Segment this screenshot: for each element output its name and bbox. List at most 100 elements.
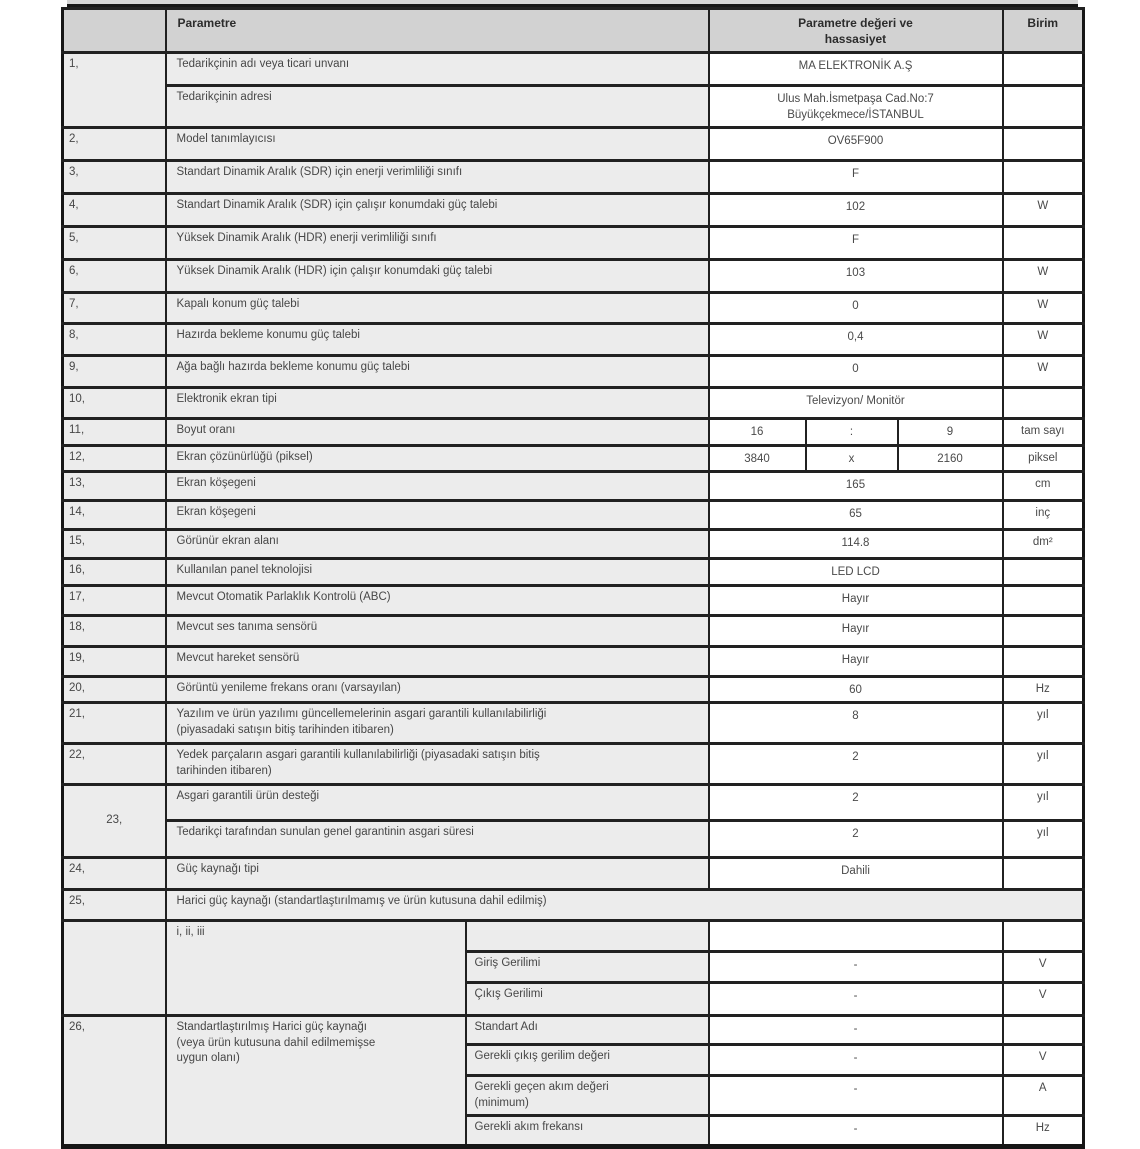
value-separator: :: [804, 417, 899, 447]
parameter-label: Ekran köşegeni: [164, 470, 710, 503]
parameter-value: F: [707, 159, 1004, 196]
table-row: 24, Güç kaynağı tipi Dahili: [61, 856, 1085, 892]
unit-cell: [1001, 919, 1085, 954]
value-part-1: 3840: [707, 443, 807, 474]
table-row: 16, Kullanılan panel teknolojisi LED LCD: [61, 557, 1085, 587]
parameter-value: 2: [707, 783, 1004, 823]
table-row: Tedarikçi tarafından sunulan genel garan…: [63, 819, 1085, 860]
row-number: 24,: [61, 856, 167, 892]
parameter-label: Standartlaştırılmış Harici güç kaynağı (…: [164, 1014, 467, 1149]
row-number: 14,: [61, 499, 167, 532]
table-row: 21, Yazılım ve ürün yazılımı güncellemel…: [61, 701, 1085, 746]
table-row-external-psu: 25, Harici güç kaynağı (standartlaştırıl…: [61, 888, 1085, 923]
parameter-value: F: [707, 225, 1004, 262]
parameter-label: Mevcut hareket sensörü: [164, 644, 710, 678]
unit-cell: yıl: [1001, 819, 1085, 860]
parameter-value: 8: [707, 701, 1004, 746]
row-number: 21,: [61, 701, 167, 746]
parameter-label: Ekran çözünürlüğü (piksel): [164, 443, 710, 474]
row-number: 15,: [61, 528, 167, 561]
parameter-value: 114.8: [707, 528, 1004, 561]
parameter-value: Ulus Mah.İsmetpaşa Cad.No:7 Büyükçekmece…: [707, 83, 1004, 130]
header-value-text: Parametre değeri ve hassasiyet: [798, 16, 913, 47]
row-number: 10,: [61, 386, 167, 421]
unit-cell: [1001, 159, 1085, 196]
parameter-value: Dahili: [707, 856, 1004, 892]
unit-cell: yıl: [1001, 783, 1085, 823]
parameter-label: Tedarikçinin adı veya ticari unvanı: [164, 51, 710, 87]
table-row: Tedarikçinin adresi Ulus Mah.İsmetpaşa C…: [63, 83, 1085, 130]
parameter-label: Ekran köşegeni: [164, 499, 710, 532]
parameter-label: Kullanılan panel teknolojisi: [164, 557, 710, 587]
table-row: 6, Yüksek Dinamik Aralık (HDR) için çalı…: [61, 258, 1085, 295]
table-row: 17, Mevcut Otomatik Parlaklık Kontrolü (…: [61, 583, 1085, 617]
parameter-label: Model tanımlayıcısı: [164, 126, 710, 163]
header-birim: Birim: [1001, 7, 1085, 54]
parameter-value: OV65F900: [707, 126, 1004, 163]
unit-cell: [1001, 83, 1085, 130]
sub-parameter-label: Çıkış Gerilimi: [464, 981, 710, 1018]
parameter-label: Mevcut ses tanıma sensörü: [164, 613, 710, 648]
value-part-1: 16: [707, 417, 807, 447]
parameter-label: Harici güç kaynağı (standartlaştırılmamı…: [164, 888, 1085, 923]
product-fiche-table: Parametre Parametre değeri ve hassasiyet…: [61, 7, 1086, 1149]
parameter-label: Tedarikçinin adresi: [164, 83, 710, 130]
table-row: 19, Mevcut hareket sensörü Hayır: [61, 644, 1085, 678]
row-number: 3,: [61, 159, 167, 196]
parameter-value: 0,4: [707, 322, 1004, 358]
parameter-value: [707, 919, 1004, 954]
parameter-value: -: [707, 981, 1004, 1018]
sub-parameter-label: Giriş Gerilimi: [464, 950, 710, 985]
parameter-label: Mevcut Otomatik Parlaklık Kontrolü (ABC): [164, 583, 710, 617]
unit-cell: V: [1001, 1043, 1085, 1078]
parameter-label: Tedarikçi tarafından sunulan genel garan…: [164, 819, 710, 860]
parameter-value: 102: [707, 192, 1004, 229]
unit-cell: [1001, 613, 1085, 648]
table-row: 4, Standart Dinamik Aralık (SDR) için ça…: [61, 192, 1085, 229]
unit-cell: [1001, 225, 1085, 262]
row-number: 5,: [61, 225, 167, 262]
parameter-value: Hayır: [707, 644, 1004, 678]
header-empty-cell: [61, 7, 167, 54]
unit-cell: yıl: [1001, 742, 1085, 787]
unit-cell: W: [1001, 322, 1085, 358]
parameter-label: Standart Dinamik Aralık (SDR) için çalış…: [164, 192, 710, 229]
unit-cell: A: [1001, 1074, 1085, 1118]
table-row-roman-numerals: i, ii, iii: [61, 919, 1085, 1018]
table-row-standardized-psu: 26, Standartlaştırılmış Harici güç kayna…: [61, 1014, 1085, 1149]
parameter-value: MA ELEKTRONİK A.Ş: [707, 51, 1004, 87]
row-number: 19,: [61, 644, 167, 678]
unit-cell: Hz: [1001, 1114, 1085, 1149]
row-number: 18,: [61, 613, 167, 648]
header-row: Parametre Parametre değeri ve hassasiyet…: [61, 7, 1085, 54]
parameter-label: Görünür ekran alanı: [164, 528, 710, 561]
previous-table-cutoff-strip: [67, 0, 1078, 7]
table-row: 8, Hazırda bekleme konumu güç talebi 0,4…: [61, 322, 1085, 358]
row-number: 20,: [61, 674, 167, 705]
table-row: 15, Görünür ekran alanı 114.8 dm²: [61, 528, 1085, 561]
parameter-label: Yüksek Dinamik Aralık (HDR) için çalışır…: [164, 258, 710, 295]
parameter-label: Kapalı konum güç talebi: [164, 291, 710, 326]
unit-cell: W: [1001, 258, 1085, 295]
sub-parameter-label: Gerekli akım frekansı: [464, 1114, 710, 1149]
parameter-value: -: [707, 1043, 1004, 1078]
row-number: 17,: [61, 583, 167, 617]
unit-cell: [1001, 644, 1085, 678]
row-number: 12,: [61, 443, 167, 474]
table-row: 14, Ekran köşegeni 65 inç: [61, 499, 1085, 532]
parameter-label: Hazırda bekleme konumu güç talebi: [164, 322, 710, 358]
unit-cell: [1001, 557, 1085, 587]
unit-cell: V: [1001, 950, 1085, 985]
table-row: 20, Görüntü yenileme frekans oranı (vars…: [61, 674, 1085, 705]
unit-cell: [1001, 126, 1085, 163]
parameter-value: 65: [707, 499, 1004, 532]
parameter-label: Asgari garantili ürün desteği: [164, 783, 710, 823]
unit-cell: cm: [1001, 470, 1085, 503]
header-parametre: Parametre: [164, 7, 710, 54]
parameter-value: -: [707, 1014, 1004, 1047]
table-row: Gerekli çıkış gerilim değeri - V: [63, 1043, 1085, 1078]
value-part-2: 9: [896, 417, 1004, 447]
unit-cell: Hz: [1001, 674, 1085, 705]
sub-parameter-label: Gerekli geçen akım değeri (minimum): [464, 1074, 710, 1118]
